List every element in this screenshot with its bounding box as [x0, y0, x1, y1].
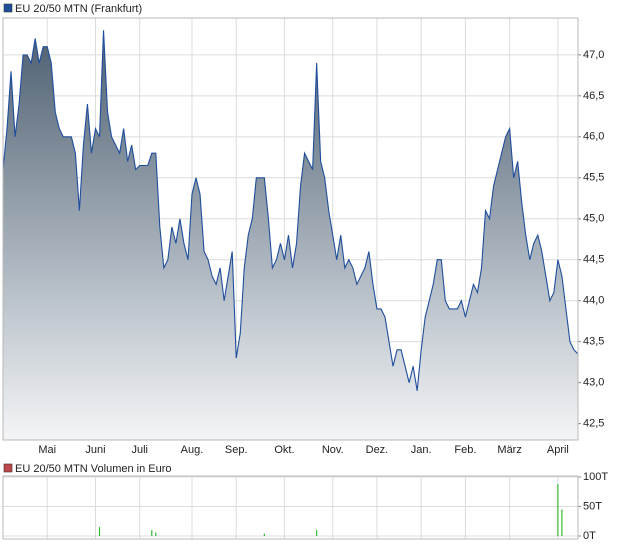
y-tick-label: 43,5 — [583, 336, 604, 348]
x-tick-label: März — [497, 444, 521, 456]
x-tick-label: Juni — [85, 444, 105, 456]
volume-bar — [263, 533, 265, 536]
x-tick-label: Aug. — [181, 444, 204, 456]
y-tick-label: 50T — [583, 500, 602, 512]
x-tick-label: Dez. — [366, 444, 389, 456]
y-tick-label: 44,0 — [583, 295, 604, 307]
volume-bar — [561, 509, 563, 536]
volume-bar — [316, 530, 318, 536]
plot-border — [2, 17, 579, 441]
volume-bar — [155, 532, 157, 536]
y-tick-label: 44,5 — [583, 254, 604, 266]
plot-border — [2, 475, 579, 540]
y-tick-label: 46,0 — [583, 131, 604, 143]
y-tick-label: 45,5 — [583, 172, 604, 184]
area-fill — [3, 30, 578, 440]
volume-bar — [151, 530, 153, 536]
price-line — [2, 30, 579, 391]
x-tick-label: Mai — [38, 444, 56, 456]
legend-label: EU 20/50 MTN Volumen in Euro — [15, 463, 172, 475]
x-tick-label: Nov. — [322, 444, 344, 456]
x-tick-label: Jan. — [411, 444, 432, 456]
y-tick-label: 0T — [583, 530, 596, 542]
x-tick-label: Juli — [131, 444, 148, 456]
y-tick-label: 46,5 — [583, 90, 604, 102]
volume-bar — [98, 527, 101, 536]
x-tick-label: April — [547, 444, 569, 456]
volume-bar — [557, 484, 559, 536]
x-tick-label: Feb. — [454, 444, 476, 456]
y-tick-label: 100T — [583, 471, 608, 483]
plot-area — [2, 475, 579, 540]
y-tick-label: 47,0 — [583, 49, 604, 61]
legend-swatch — [3, 3, 13, 13]
y-tick-label: 45,0 — [583, 213, 604, 225]
x-tick-label: Okt. — [274, 444, 294, 456]
legend-label: EU 20/50 MTN (Frankfurt) — [15, 3, 142, 15]
y-tick-label: 43,0 — [583, 377, 604, 389]
x-tick-label: Sep. — [225, 444, 248, 456]
y-tick-label: 42,5 — [583, 418, 604, 430]
legend-swatch — [3, 463, 13, 473]
